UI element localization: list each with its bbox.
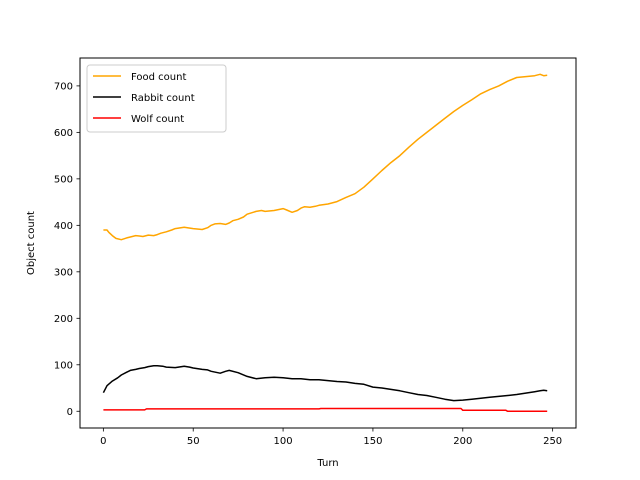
series-line-wolf-count [103, 407, 548, 413]
x-tick-label: 0 [100, 436, 106, 447]
x-axis-label: Turn [316, 458, 338, 469]
y-tick-label: 700 [54, 81, 73, 92]
legend: Food count Rabbit count Wolf count [86, 64, 227, 133]
y-axis-label: Object count [26, 211, 37, 275]
x-axis: 0 50 100 150 200 250 [100, 428, 562, 447]
x-tick-label: 50 [187, 436, 200, 447]
x-tick-label: 150 [363, 436, 382, 447]
legend-label-food: Food count [131, 72, 186, 83]
legend-label-wolf: Wolf count [131, 114, 184, 125]
y-axis: 0 100 200 300 400 500 600 700 [54, 81, 80, 418]
legend-label-rabbit: Rabbit count [131, 93, 195, 104]
series-layer [102, 73, 548, 413]
y-tick-label: 100 [54, 360, 73, 371]
series-line-rabbit-count [102, 364, 548, 402]
y-tick-label: 500 [54, 174, 73, 185]
plot-frame [79, 57, 577, 429]
y-tick-label: 400 [54, 221, 73, 232]
x-tick-label: 100 [274, 436, 293, 447]
series-line-food-count [103, 73, 548, 241]
y-tick-label: 0 [67, 407, 73, 418]
x-tick-label: 250 [543, 436, 562, 447]
x-tick-label: 200 [453, 436, 472, 447]
legend-box [86, 64, 227, 133]
y-tick-label: 600 [54, 128, 73, 139]
y-tick-label: 300 [54, 267, 73, 278]
y-tick-label: 200 [54, 314, 73, 325]
